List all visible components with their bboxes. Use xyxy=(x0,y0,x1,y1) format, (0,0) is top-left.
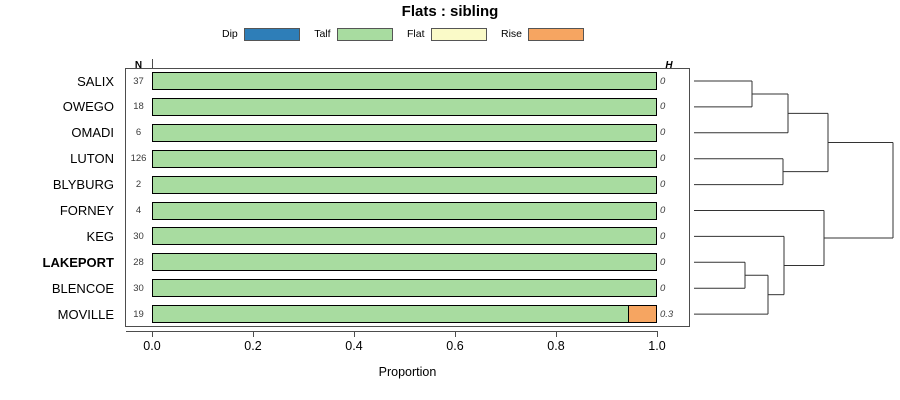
legend-swatch xyxy=(243,27,300,41)
column-header-n: N xyxy=(134,60,143,71)
stacked-bar[interactable] xyxy=(152,201,657,220)
stacked-bar[interactable] xyxy=(152,253,657,272)
x-axis-title: Proportion xyxy=(378,365,437,379)
x-tick-mark xyxy=(152,331,153,337)
legend: Dip Talf Flat Rise xyxy=(222,26,584,42)
row-n-value: 18 xyxy=(133,101,144,113)
table-row[interactable]: LAKEPORT 28 0 xyxy=(0,249,900,275)
row-h-value: 0 xyxy=(660,101,666,113)
table-row[interactable]: KEG 30 0 xyxy=(0,223,900,249)
row-h-value: 0 xyxy=(660,153,666,165)
top-axis-tick xyxy=(152,59,153,68)
row-h-value: 0 xyxy=(660,205,666,216)
table-row[interactable]: FORNEY 4 0 xyxy=(0,198,900,224)
x-tick-label: 0.6 xyxy=(446,339,464,353)
x-tick-label: 0.4 xyxy=(345,339,363,353)
page-title: Flats : sibling xyxy=(401,3,499,20)
bar-segment-talf xyxy=(153,228,656,245)
table-row[interactable]: SALIX 37 0 xyxy=(0,68,900,94)
row-n-value: 126 xyxy=(130,153,147,165)
row-label-lakeport: LAKEPORT xyxy=(42,254,115,270)
row-n-value: 4 xyxy=(135,205,142,216)
row-n-value: 37 xyxy=(133,75,144,87)
row-n-value: 6 xyxy=(135,127,142,139)
legend-item-talf[interactable]: Talf xyxy=(314,27,393,41)
x-tick-label: 0.8 xyxy=(547,339,565,353)
row-label-blencoe: BLENCOE xyxy=(51,280,114,296)
table-row[interactable]: LUTON 126 0 xyxy=(0,146,900,172)
row-h-value: 0.3 xyxy=(660,308,674,320)
row-n-value: 30 xyxy=(133,282,144,294)
table-row[interactable]: BLENCOE 30 0 xyxy=(0,275,900,301)
stacked-bar[interactable] xyxy=(152,97,657,116)
legend-label: Dip xyxy=(222,28,238,40)
table-row[interactable]: OWEGO 18 0 xyxy=(0,94,900,120)
row-label-forney: FORNEY xyxy=(59,203,114,218)
table-row[interactable]: OMADI 6 0 xyxy=(0,120,900,146)
bar-segment-talf xyxy=(153,73,656,89)
stacked-bar[interactable] xyxy=(152,227,657,246)
row-n-value: 30 xyxy=(133,230,144,242)
bar-segment-talf xyxy=(153,150,656,167)
x-axis-line xyxy=(126,331,657,332)
row-h-value: 0 xyxy=(660,75,666,87)
row-h-value: 0 xyxy=(660,256,666,268)
legend-label: Flat xyxy=(407,28,425,40)
legend-item-flat[interactable]: Flat xyxy=(407,27,487,41)
row-label-salix: SALIX xyxy=(77,73,114,89)
row-h-value: 0 xyxy=(660,179,666,191)
legend-swatch xyxy=(336,27,393,41)
stacked-bar[interactable] xyxy=(152,305,657,324)
bar-segment-talf xyxy=(153,202,656,219)
stacked-bar[interactable] xyxy=(152,279,657,298)
stacked-bar[interactable] xyxy=(152,72,657,90)
table-row[interactable]: MOVILLE 19 0.3 xyxy=(0,301,900,327)
legend-item-rise[interactable]: Rise xyxy=(500,27,584,41)
row-label-blyburg: BLYBURG xyxy=(52,177,114,193)
stacked-bar[interactable] xyxy=(152,123,657,142)
x-tick-mark xyxy=(354,331,355,337)
row-label-moville: MOVILLE xyxy=(57,306,114,322)
row-n-value: 2 xyxy=(135,179,142,191)
bar-segment-rise xyxy=(628,306,656,323)
row-n-value: 28 xyxy=(133,256,144,268)
legend-label: Talf xyxy=(314,28,331,40)
legend-swatch xyxy=(430,27,487,41)
table-row[interactable]: BLYBURG 2 0 xyxy=(0,172,900,198)
bar-segment-talf xyxy=(153,124,656,141)
row-h-value: 0 xyxy=(660,282,666,294)
bar-rows: SALIX 37 0 OWEGO 18 0 OMADI 6 0 LUTON 126 0 BLYBURG 2… xyxy=(0,68,900,327)
dendrogram-svg xyxy=(694,80,894,315)
x-tick-mark xyxy=(253,331,254,337)
row-h-value: 0 xyxy=(660,127,666,139)
x-tick-mark xyxy=(455,331,456,337)
x-tick-mark xyxy=(556,331,557,337)
stacked-bar[interactable] xyxy=(152,175,657,194)
bar-segment-talf xyxy=(153,280,656,297)
x-tick-label: 1.0 xyxy=(648,339,666,353)
row-label-luton: LUTON xyxy=(70,151,114,167)
legend-swatch xyxy=(528,27,584,41)
bar-segment-talf xyxy=(153,98,656,115)
x-tick-mark xyxy=(657,331,658,337)
bar-segment-talf xyxy=(153,254,656,271)
stacked-bar[interactable] xyxy=(152,149,657,168)
dendrogram xyxy=(690,60,900,335)
bar-segment-talf xyxy=(153,306,629,323)
row-label-keg: KEG xyxy=(86,228,114,244)
x-tick-label: 0.2 xyxy=(244,339,262,353)
row-h-value: 0 xyxy=(660,230,666,242)
row-label-owego: OWEGO xyxy=(62,99,114,115)
column-header-h: H xyxy=(665,60,673,71)
row-n-value: 19 xyxy=(133,308,144,320)
row-label-omadi: OMADI xyxy=(71,125,114,141)
legend-item-dip[interactable]: Dip xyxy=(222,27,300,41)
bar-segment-talf xyxy=(153,176,656,193)
x-tick-label: 0.0 xyxy=(143,339,161,353)
legend-label: Rise xyxy=(500,28,522,40)
